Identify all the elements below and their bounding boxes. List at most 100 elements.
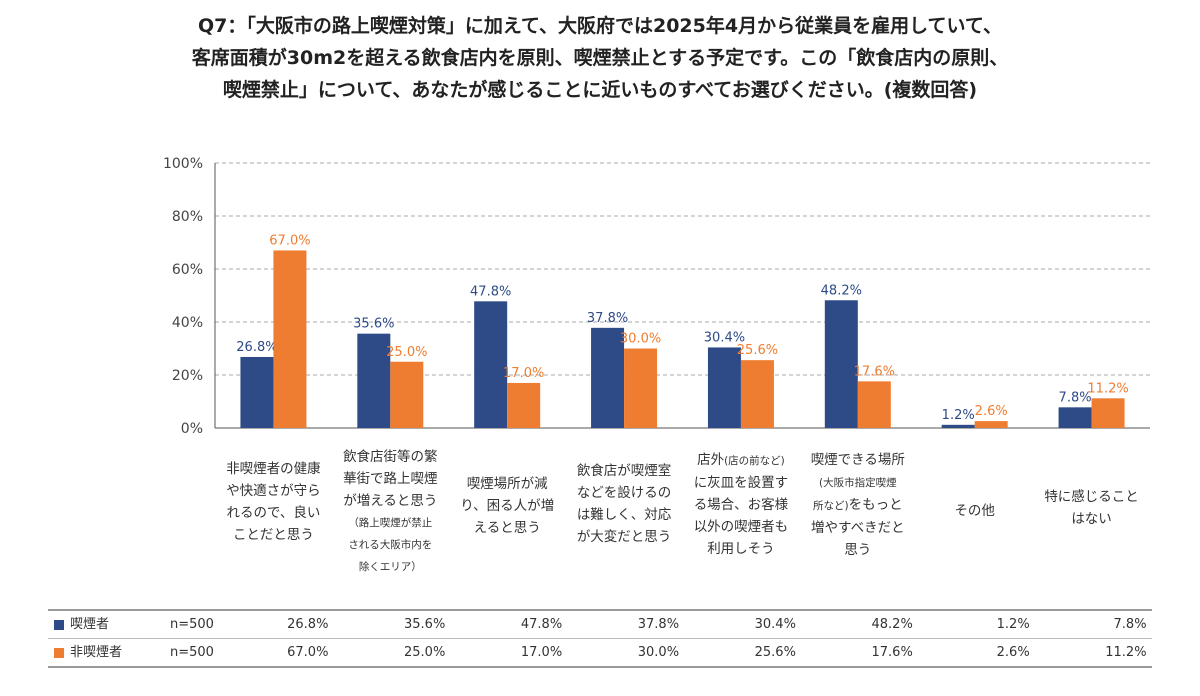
y-tick-label: 60%	[172, 262, 203, 278]
table-cell-smoker: 1.2%	[996, 617, 1030, 632]
category-label-line: 所など)をもっと	[800, 494, 916, 517]
category-label: 飲食店が喫煙室 などを設けるの は難しく、対応 が大変だと思う	[566, 460, 682, 548]
data-table: 喫煙者 n=500 26.8% 35.6% 47.8% 37.8% 30.4% 48.2%…	[48, 609, 1152, 668]
category-label-line: えると思う	[473, 520, 541, 536]
category-label-part: (店の前など)	[724, 455, 785, 467]
bar-smoker	[591, 327, 625, 428]
legend-label-smoker: 喫煙者	[70, 617, 110, 632]
category-label-line: はない	[1071, 511, 1112, 527]
bar-nonsmoker	[974, 421, 1008, 428]
data-label-nonsmoker: 17.6%	[854, 364, 895, 379]
bar-nonsmoker	[740, 360, 774, 428]
category-label-part: 喫煙できる場所	[810, 452, 905, 468]
category-label-line: などを設けるの	[576, 485, 672, 501]
category-label-line: 飲食店が喫煙室	[576, 463, 672, 479]
table-cell-smoker: 7.8%	[1113, 617, 1147, 632]
category-label: 非喫煙者の健康 や快適さが守ら れるので、良い ことだと思う	[215, 458, 331, 546]
table-cell-nonsmoker: 11.2%	[1105, 645, 1147, 660]
chart-title: Q7：「大阪市の路上喫煙対策」に加えて、大阪府では2025年4月から従業員を雇用…	[0, 10, 1200, 106]
legend-swatch-nonsmoker	[54, 648, 64, 658]
category-label-line: 以外の喫煙者も	[683, 516, 799, 538]
category-label-line: 非喫煙者の健康	[226, 461, 321, 477]
category-label: その他	[917, 500, 1033, 522]
category-label: 喫煙できる場所 (大阪市指定喫煙所など)をもっと増やすべきだと 思う	[800, 449, 916, 561]
data-label-smoker: 30.4%	[704, 330, 745, 345]
data-label-smoker: 37.8%	[587, 311, 628, 326]
table-cell-smoker: 48.2%	[871, 617, 913, 632]
y-tick-label: 100%	[163, 156, 203, 172]
category-label-part: 思う	[844, 542, 872, 558]
y-tick-label: 80%	[172, 209, 203, 225]
category-label-part: 増やすべきだと	[811, 520, 905, 536]
category-label-line: は難しく、対応	[576, 507, 672, 523]
table-cell-nonsmoker: 25.0%	[404, 645, 446, 660]
category-label-line: 喫煙場所が減	[466, 476, 548, 492]
bar-smoker	[240, 356, 274, 428]
table-cell-nonsmoker: 2.6%	[996, 645, 1030, 660]
category-label-line: や快適さが守ら	[226, 483, 321, 499]
category-label-part: 店外	[697, 452, 725, 468]
category-label-line: れるので、良い	[226, 505, 321, 521]
category-label-part: に灰皿を設置す	[693, 475, 789, 491]
data-label-smoker: 35.6%	[353, 317, 394, 332]
category-label-line: 増やすべきだと	[800, 517, 916, 539]
category-label: 飲食店街等の繁 華街で路上喫煙 が増えると思う （路上喫煙が禁止 される大阪市内を 除くエ…	[332, 446, 448, 578]
category-label-line: 飲食店街等の繁	[343, 449, 438, 465]
table-row-smoker: 喫煙者 n=500 26.8% 35.6% 47.8% 37.8% 30.4% 48.2%…	[48, 609, 1152, 639]
bar-nonsmoker	[390, 361, 424, 428]
y-tick-label: 0%	[181, 421, 203, 437]
category-label-line: 店外(店の前など)	[683, 449, 799, 472]
bar-nonsmoker	[624, 348, 658, 428]
category-label-part: 以外の喫煙者も	[693, 519, 789, 535]
bar-nonsmoker	[273, 250, 307, 428]
category-label: 喫煙場所が減 り、困る人が増 えると思う	[449, 473, 565, 539]
table-row-nonsmoker: 非喫煙者 n=500 67.0% 25.0% 17.0% 30.0% 25.6% 17.6…	[48, 639, 1152, 668]
category-label: 店外(店の前など) に灰皿を設置す る場合、お客様 以外の喫煙者も 利用しそう	[683, 449, 799, 560]
bar-smoker	[824, 300, 858, 428]
bar-smoker	[1058, 407, 1092, 428]
category-label-part: 所など)	[813, 500, 849, 512]
category-label-line: に灰皿を設置す	[683, 472, 799, 494]
data-label-smoker: 7.8%	[1059, 390, 1092, 405]
category-label-line: 喫煙できる場所	[800, 449, 916, 471]
data-label-nonsmoker: 30.0%	[620, 332, 661, 347]
data-label-nonsmoker: 2.6%	[975, 404, 1008, 419]
category-label-part: (大阪市指定喫煙	[819, 477, 897, 489]
category-label-line: 除くエリア）	[358, 561, 422, 573]
data-label-smoker: 26.8%	[236, 340, 277, 355]
data-label-smoker: 1.2%	[942, 408, 975, 423]
sample-size-nonsmoker: n=500	[170, 645, 214, 660]
bar-nonsmoker	[1091, 398, 1125, 428]
table-cell-nonsmoker: 17.6%	[871, 645, 913, 660]
category-label-line: （路上喫煙が禁止	[348, 517, 433, 529]
category-label-line: (大阪市指定喫煙	[800, 471, 916, 494]
category-label-line: が大変だと思う	[576, 529, 672, 545]
title-line-1: Q7：「大阪市の路上喫煙対策」に加えて、大阪府では2025年4月から従業員を雇用…	[198, 15, 1002, 37]
category-label-line: が増えると思う	[343, 493, 438, 509]
table-cell-nonsmoker: 30.0%	[637, 645, 680, 660]
bar-nonsmoker	[857, 381, 891, 428]
title-line-2: 客席面積が30m2を超える飲食店内を原則、喫煙禁止とする予定です。この「飲食店内…	[191, 47, 1009, 69]
category-label-line: 思う	[800, 539, 916, 561]
table-cell-smoker: 37.8%	[637, 617, 680, 632]
category-label: 特に感じること はない	[1034, 486, 1150, 530]
bar-smoker	[357, 333, 391, 428]
data-label-nonsmoker: 17.0%	[503, 366, 544, 381]
bar-chart: 0% 20% 40% 60% 80% 100% 26.8% 35.6% 47.8% 37.8% 30…	[163, 156, 1150, 437]
category-label-line: される大阪市内を	[348, 539, 433, 551]
title-line-3: 喫煙禁止」について、あなたが感じることに近いものすべてお選びください。(複数回答…	[222, 79, 978, 101]
category-label-line: 特に感じること	[1044, 489, 1139, 505]
data-label-smoker: 48.2%	[821, 283, 862, 298]
bar-nonsmoker	[507, 382, 541, 428]
table-cell-nonsmoker: 67.0%	[287, 645, 329, 660]
category-label-line: 華街で路上喫煙	[343, 471, 438, 487]
bar-smoker	[941, 424, 975, 428]
category-label-line: ことだと思う	[232, 527, 314, 543]
y-tick-label: 40%	[172, 315, 203, 331]
y-tick-label: 20%	[172, 368, 203, 384]
table-cell-smoker: 35.6%	[404, 617, 446, 632]
table-cell-smoker: 47.8%	[520, 617, 563, 632]
table-cell-nonsmoker: 25.6%	[754, 645, 796, 660]
category-label-line: その他	[954, 503, 995, 519]
category-label-line: 利用しそう	[683, 538, 799, 560]
